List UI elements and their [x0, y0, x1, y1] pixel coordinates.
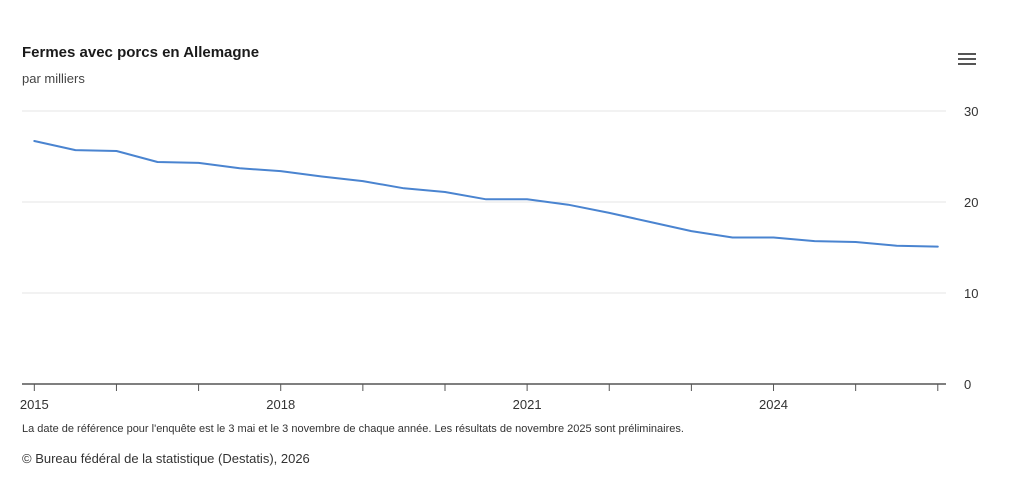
y-axis-tick-labels: 0 10 20 30 — [964, 104, 978, 392]
credit-text: © Bureau fédéral de la statistique (Dest… — [22, 451, 310, 466]
source-credit: © Bureau fédéral de la statistique (Dest… — [22, 451, 310, 466]
footnote: La date de référence pour l'enquête est … — [22, 423, 684, 435]
chart-subtitle: par milliers — [22, 71, 85, 86]
grid-lines — [22, 110, 946, 294]
x-tick-label: 2018 — [266, 397, 295, 412]
x-tick-label: 2015 — [20, 397, 49, 412]
y-tick-label: 10 — [964, 286, 978, 301]
x-tick-label: 2024 — [759, 397, 788, 412]
y-tick-label: 20 — [964, 195, 978, 210]
y-tick-label: 0 — [964, 377, 971, 392]
series-group — [33, 140, 939, 248]
x-axis: 2015 2018 2021 2024 — [20, 383, 946, 412]
hamburger-menu-icon[interactable] — [953, 50, 981, 72]
series-line-0[interactable] — [33, 140, 939, 248]
y-tick-label: 30 — [964, 104, 978, 119]
x-tick-label: 2021 — [513, 397, 542, 412]
chart-title: Fermes avec porcs en Allemagne — [22, 44, 260, 61]
